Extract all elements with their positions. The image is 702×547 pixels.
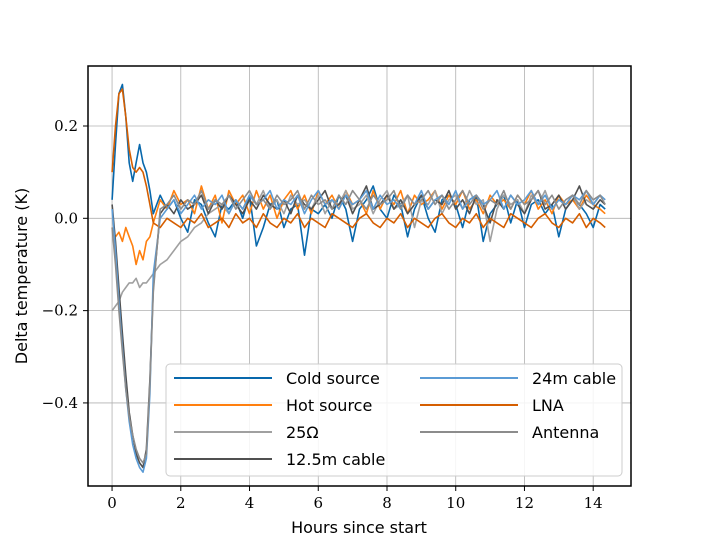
x-tick-label: 4 xyxy=(245,494,255,512)
x-axis-label: Hours since start xyxy=(291,518,427,537)
legend-label: LNA xyxy=(532,396,564,415)
y-tick-label: −0.4 xyxy=(42,394,78,412)
legend-label: Cold source xyxy=(286,369,380,388)
x-tick-label: 10 xyxy=(446,494,465,512)
y-tick-label: −0.2 xyxy=(42,302,78,320)
series-lines xyxy=(111,83,606,473)
x-tick-label: 12 xyxy=(515,494,534,512)
x-tick-label: 8 xyxy=(382,494,392,512)
legend-box xyxy=(165,363,623,477)
legend-label: Hot source xyxy=(286,396,372,415)
legend: Cold source Hot source 25Ω 12.5m cable 24m c… xyxy=(165,363,623,477)
series-line-5 xyxy=(111,88,606,229)
plot-frame xyxy=(87,65,632,487)
x-tick-label: 14 xyxy=(584,494,603,512)
x-tick-label: 6 xyxy=(313,494,323,512)
x-tick-label: 0 xyxy=(107,494,117,512)
legend-label: Antenna xyxy=(532,423,599,442)
legend-label: 25Ω xyxy=(286,423,319,442)
y-tick-label: 0.0 xyxy=(54,209,78,227)
ticks: 0 2 4 6 8 10 12 14 0.2 0.0 −0.2 −0.4 xyxy=(42,117,603,512)
y-tick-label: 0.2 xyxy=(54,117,78,135)
series-line-6 xyxy=(111,189,606,464)
legend-label: 24m cable xyxy=(532,369,616,388)
x-tick-label: 2 xyxy=(176,494,186,512)
legend-label: 12.5m cable xyxy=(286,450,385,469)
y-axis-label: Delta temperature (K) xyxy=(12,188,31,364)
